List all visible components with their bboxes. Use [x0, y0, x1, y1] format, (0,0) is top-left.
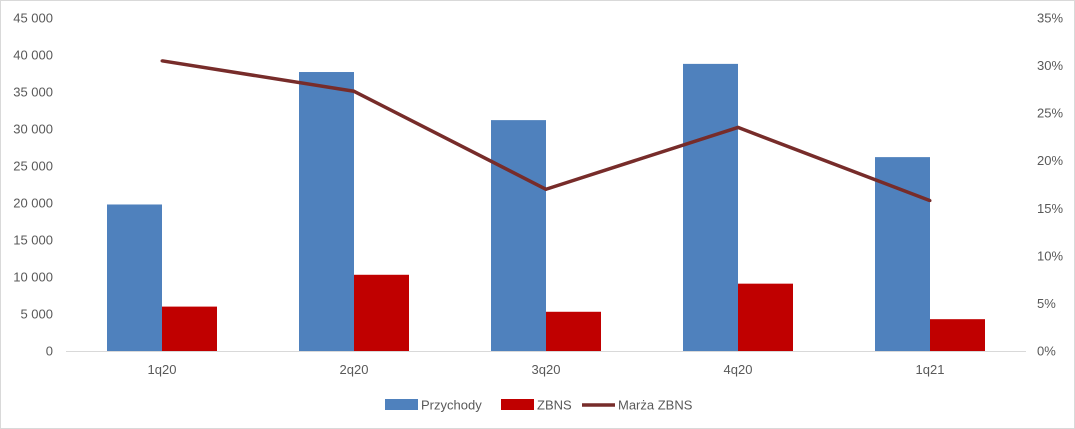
legend-swatch-zbns	[501, 399, 534, 410]
bar-zbns-1q21	[930, 319, 985, 351]
bar-przychody-4q20	[683, 63, 738, 351]
line-series-group	[160, 59, 932, 203]
left-tick-label: 5 000	[20, 307, 53, 322]
bar-przychody-3q20	[491, 120, 546, 352]
category-label: 2q20	[340, 362, 369, 377]
bar-przychody-1q21	[875, 157, 930, 351]
right-tick-label: 25%	[1037, 106, 1063, 121]
right-tick-label: 35%	[1037, 11, 1063, 26]
category-label: 1q21	[916, 362, 945, 377]
category-label: 3q20	[532, 362, 561, 377]
category-label: 1q20	[148, 362, 177, 377]
right-tick-label: 20%	[1037, 153, 1063, 168]
bar-zbns-1q20	[162, 306, 217, 351]
left-tick-label: 20 000	[13, 196, 53, 211]
right-tick-label: 0%	[1037, 344, 1056, 359]
category-label: 4q20	[724, 362, 753, 377]
bar-przychody-2q20	[299, 72, 354, 352]
legend-label-zbns: ZBNS	[537, 398, 572, 413]
bar-zbns-4q20	[738, 283, 793, 351]
point-marza-zbns-3q20	[544, 187, 548, 191]
left-tick-label: 45 000	[13, 11, 53, 26]
bar-zbns-3q20	[546, 311, 601, 351]
left-axis: 0 5 000 10 000 15 000 20 000 25 000 30 000 35 0…	[13, 11, 53, 359]
bar-przychody-1q20	[107, 204, 162, 351]
right-tick-label: 15%	[1037, 201, 1063, 216]
point-marza-zbns-2q20	[352, 89, 356, 93]
right-tick-label: 30%	[1037, 58, 1063, 73]
left-tick-label: 35 000	[13, 85, 53, 100]
left-tick-label: 40 000	[13, 48, 53, 63]
point-marza-zbns-1q21	[928, 199, 932, 203]
point-marza-zbns-1q20	[160, 59, 164, 63]
legend: Przychody ZBNS Marża ZBNS	[385, 398, 693, 413]
bars-group	[107, 63, 985, 352]
bar-zbns-2q20	[354, 274, 409, 351]
right-axis: 0% 5% 10% 15% 20% 25% 30% 35%	[1037, 11, 1063, 359]
category-axis: 1q20 2q20 3q20 4q20 1q21	[148, 362, 945, 377]
right-tick-label: 5%	[1037, 296, 1056, 311]
right-tick-label: 10%	[1037, 248, 1063, 263]
point-marza-zbns-4q20	[736, 125, 740, 129]
legend-label-przychody: Przychody	[421, 398, 482, 413]
left-tick-label: 15 000	[13, 233, 53, 248]
left-tick-label: 10 000	[13, 270, 53, 285]
left-tick-label: 30 000	[13, 122, 53, 137]
left-tick-label: 0	[46, 344, 53, 359]
legend-label-marza-zbns: Marża ZBNS	[618, 398, 693, 413]
legend-swatch-przychody	[385, 399, 418, 410]
left-tick-label: 25 000	[13, 159, 53, 174]
